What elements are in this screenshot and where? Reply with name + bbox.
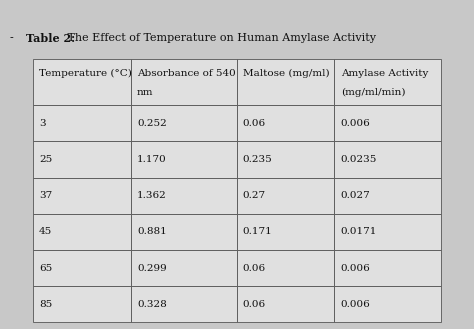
Text: 1.170: 1.170 xyxy=(137,155,167,164)
Bar xyxy=(33,286,131,322)
Bar xyxy=(335,141,441,178)
Text: 65: 65 xyxy=(39,264,52,273)
Bar xyxy=(237,178,335,214)
Text: 0.006: 0.006 xyxy=(341,264,371,273)
Text: 1.362: 1.362 xyxy=(137,191,167,200)
Text: (mg/ml/min): (mg/ml/min) xyxy=(341,88,405,97)
Text: Maltose (mg/ml): Maltose (mg/ml) xyxy=(243,69,329,79)
Text: 45: 45 xyxy=(39,227,52,237)
Text: 0.235: 0.235 xyxy=(243,155,273,164)
Bar xyxy=(237,286,335,322)
Text: 0.328: 0.328 xyxy=(137,300,167,309)
Bar xyxy=(335,214,441,250)
Text: 0.06: 0.06 xyxy=(243,300,266,309)
Bar xyxy=(131,59,237,105)
Text: Table 2:: Table 2: xyxy=(26,33,75,44)
Text: -: - xyxy=(9,33,13,43)
Text: 0.27: 0.27 xyxy=(243,191,266,200)
Bar xyxy=(335,250,441,286)
Text: 0.299: 0.299 xyxy=(137,264,167,273)
Text: Absorbance of 540: Absorbance of 540 xyxy=(137,69,236,78)
Bar xyxy=(335,286,441,322)
Text: 0.881: 0.881 xyxy=(137,227,167,237)
Text: 37: 37 xyxy=(39,191,52,200)
Text: 0.06: 0.06 xyxy=(243,119,266,128)
Bar xyxy=(237,59,335,105)
Bar xyxy=(237,250,335,286)
Bar xyxy=(131,141,237,178)
Text: 0.252: 0.252 xyxy=(137,119,167,128)
Text: Amylase Activity: Amylase Activity xyxy=(341,69,428,78)
Bar xyxy=(33,59,131,105)
Text: 0.027: 0.027 xyxy=(341,191,371,200)
Bar xyxy=(131,214,237,250)
Text: 0.0235: 0.0235 xyxy=(341,155,377,164)
Bar xyxy=(237,105,335,141)
Text: The Effect of Temperature on Human Amylase Activity: The Effect of Temperature on Human Amyla… xyxy=(64,33,376,43)
Bar xyxy=(33,250,131,286)
Bar xyxy=(237,141,335,178)
Bar xyxy=(335,105,441,141)
Bar xyxy=(131,105,237,141)
Text: 85: 85 xyxy=(39,300,52,309)
Text: Temperature (°C): Temperature (°C) xyxy=(39,69,132,79)
Text: 0.0171: 0.0171 xyxy=(341,227,377,237)
Bar xyxy=(237,214,335,250)
Text: 0.06: 0.06 xyxy=(243,264,266,273)
Bar xyxy=(131,286,237,322)
Bar xyxy=(131,178,237,214)
Text: 0.006: 0.006 xyxy=(341,300,371,309)
Bar xyxy=(131,250,237,286)
Text: 0.171: 0.171 xyxy=(243,227,273,237)
Text: nm: nm xyxy=(137,88,154,97)
Bar xyxy=(33,214,131,250)
Bar xyxy=(33,178,131,214)
Text: 3: 3 xyxy=(39,119,46,128)
Text: 25: 25 xyxy=(39,155,52,164)
Bar xyxy=(335,59,441,105)
Bar xyxy=(33,141,131,178)
Bar xyxy=(33,105,131,141)
Bar xyxy=(335,178,441,214)
Text: 0.006: 0.006 xyxy=(341,119,371,128)
